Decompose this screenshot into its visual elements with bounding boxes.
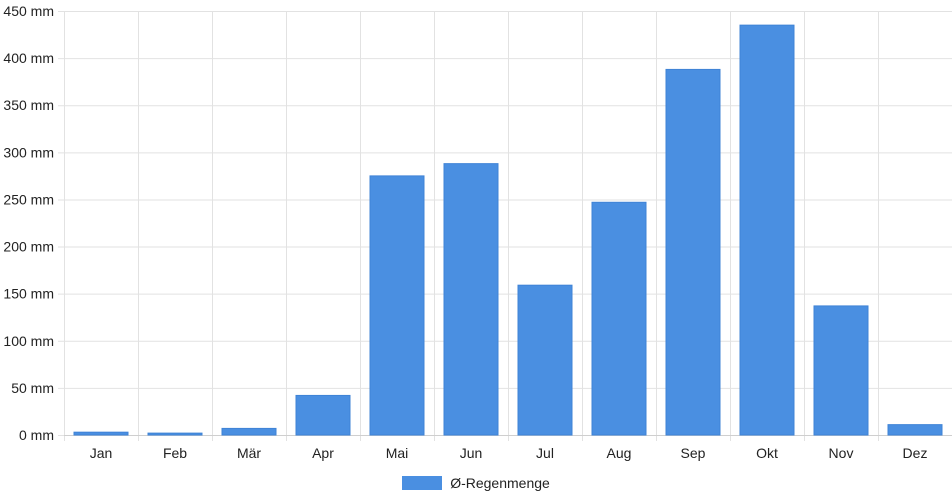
y-tick-label: 50 mm bbox=[11, 380, 54, 396]
legend-swatch bbox=[402, 476, 443, 490]
x-tick-label: Jun bbox=[460, 445, 483, 461]
x-tick-label: Okt bbox=[756, 445, 778, 461]
x-tick-label: Jan bbox=[90, 445, 113, 461]
bar bbox=[147, 432, 203, 436]
y-tick-label: 400 mm bbox=[3, 50, 54, 66]
bar bbox=[665, 68, 721, 436]
bar bbox=[887, 424, 943, 436]
x-tick-label: Mai bbox=[386, 445, 409, 461]
bar bbox=[369, 175, 425, 436]
bar bbox=[591, 201, 647, 436]
x-axis: Jan Feb Mär Apr Mai Jun Jul Aug Sep Okt Nov Dez bbox=[90, 445, 928, 461]
y-tick-label: 200 mm bbox=[3, 239, 54, 255]
bar bbox=[739, 24, 795, 436]
bar bbox=[443, 163, 499, 436]
x-tick-label: Mär bbox=[237, 445, 261, 461]
bar bbox=[813, 305, 869, 436]
y-tick-label: 0 mm bbox=[19, 427, 54, 443]
bars bbox=[73, 24, 943, 436]
x-tick-label: Nov bbox=[829, 445, 854, 461]
y-tick-label: 100 mm bbox=[3, 333, 54, 349]
x-tick-label: Apr bbox=[312, 445, 334, 461]
x-tick-label: Aug bbox=[607, 445, 632, 461]
y-tick-label: 350 mm bbox=[3, 97, 54, 113]
grid bbox=[58, 11, 952, 441]
legend-label: Ø-Regenmenge bbox=[450, 475, 550, 491]
y-tick-label: 150 mm bbox=[3, 286, 54, 302]
bar bbox=[221, 427, 277, 436]
y-tick-label: 450 mm bbox=[3, 3, 54, 19]
y-tick-label: 250 mm bbox=[3, 191, 54, 207]
bar bbox=[73, 431, 129, 436]
x-tick-label: Jul bbox=[536, 445, 554, 461]
y-tick-label: 300 mm bbox=[3, 144, 54, 160]
y-axis: 0 mm 50 mm 100 mm 150 mm 200 mm 250 mm 300 mm 3… bbox=[3, 3, 54, 443]
x-tick-label: Feb bbox=[163, 445, 187, 461]
x-tick-label: Dez bbox=[903, 445, 928, 461]
x-tick-label: Sep bbox=[681, 445, 706, 461]
bar bbox=[295, 394, 351, 436]
chart-canvas: 0 mm 50 mm 100 mm 150 mm 200 mm 250 mm 300 mm 3… bbox=[3, 3, 952, 461]
legend[interactable]: Ø-Regenmenge bbox=[0, 472, 952, 494]
bar bbox=[517, 284, 573, 436]
